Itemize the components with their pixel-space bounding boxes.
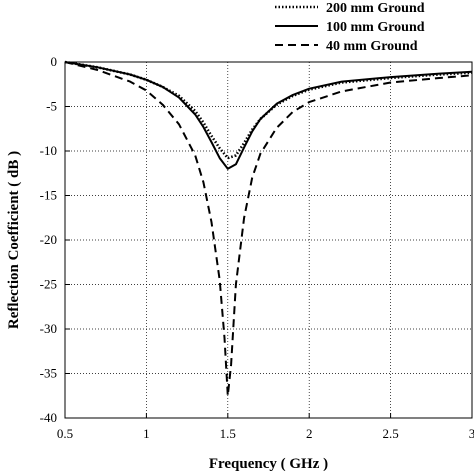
x-tick-label: 1.5 bbox=[220, 426, 236, 441]
y-tick-label: 0 bbox=[51, 54, 58, 69]
y-tick-label: -30 bbox=[40, 321, 57, 336]
legend-label-1: 200 mm Ground bbox=[326, 1, 425, 16]
x-tick-label: 3 bbox=[469, 426, 474, 441]
y-tick-label: -10 bbox=[40, 143, 57, 158]
axis-ticks: 0.5 1 1.5 2 2.5 3 0 -5 -10 -15 -20 -25 -30 -35 -40 bbox=[40, 54, 474, 441]
x-tick-label: 2.5 bbox=[382, 426, 398, 441]
legend-label-2: 100 mm Ground bbox=[326, 20, 425, 35]
y-tick-label: -20 bbox=[40, 232, 57, 247]
legend-label-3: 40 mm Ground bbox=[326, 39, 418, 54]
y-tick-label: -5 bbox=[46, 99, 57, 114]
y-tick-label: -15 bbox=[40, 188, 57, 203]
y-tick-label: -25 bbox=[40, 277, 57, 292]
y-axis-label: Reflection Coefficient ( dB ) bbox=[6, 151, 22, 329]
x-tick-label: 1 bbox=[143, 426, 150, 441]
x-tick-label: 2 bbox=[306, 426, 313, 441]
series-line-2 bbox=[64, 61, 473, 170]
grid-lines bbox=[65, 62, 472, 418]
legend: 200 mm Ground 100 mm Ground 40 mm Ground bbox=[275, 1, 425, 54]
y-tick-label: -35 bbox=[40, 366, 57, 381]
x-axis-label: Frequency ( GHz ) bbox=[209, 456, 328, 472]
x-tick-label: 0.5 bbox=[57, 426, 73, 441]
series-lines bbox=[64, 60, 473, 397]
series-line-3 bbox=[64, 61, 473, 397]
y-tick-label: -40 bbox=[40, 410, 57, 425]
